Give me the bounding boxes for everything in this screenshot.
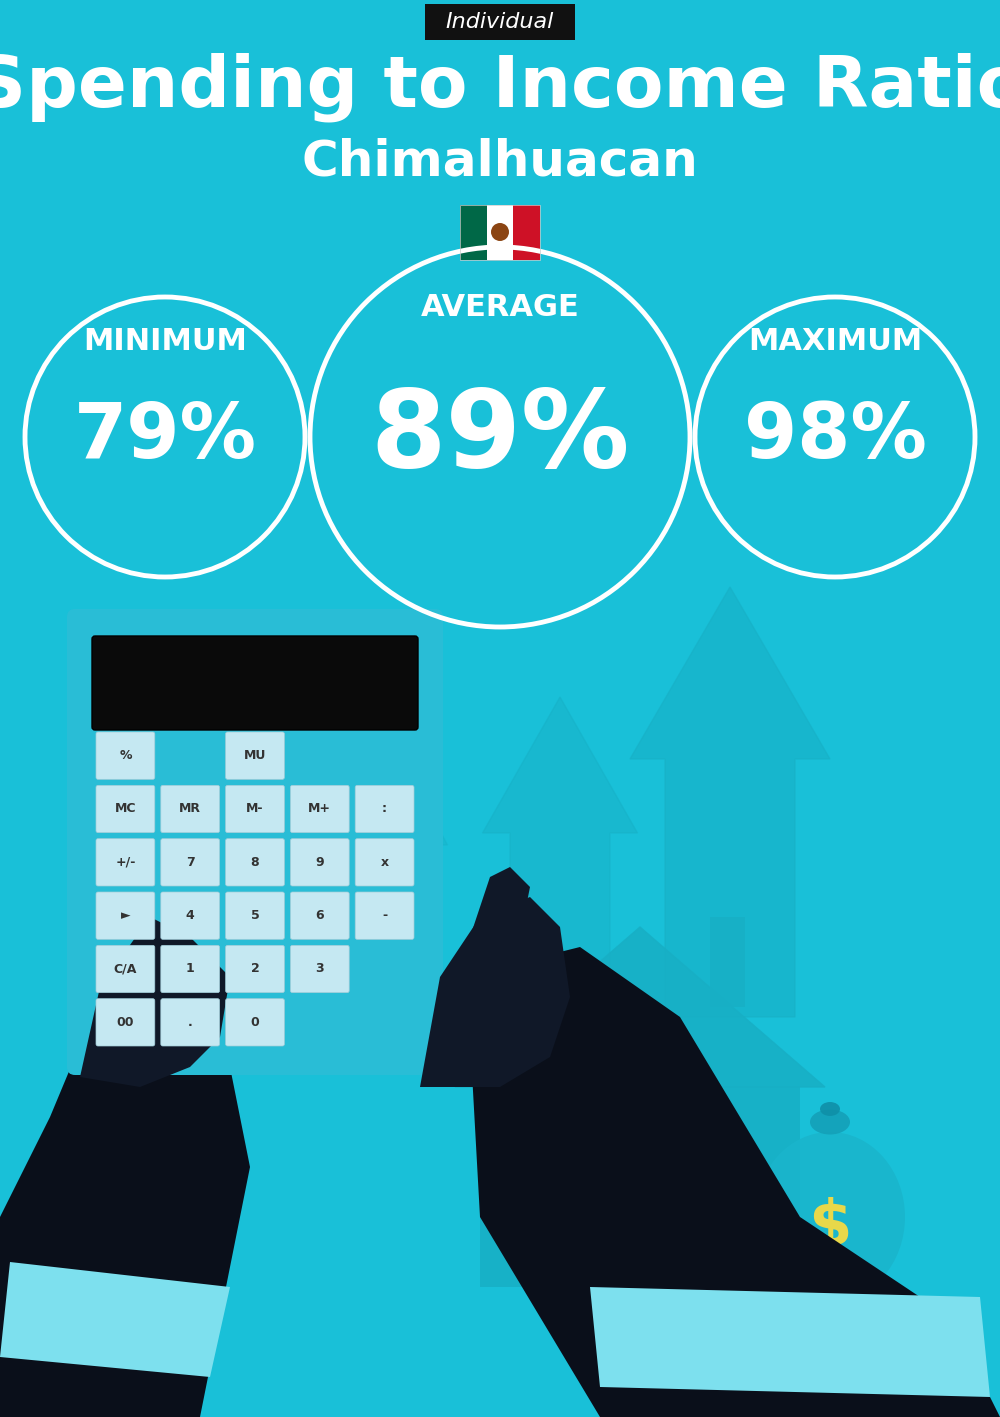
FancyBboxPatch shape <box>96 999 155 1046</box>
FancyBboxPatch shape <box>161 839 220 886</box>
FancyBboxPatch shape <box>92 636 418 730</box>
FancyBboxPatch shape <box>226 785 284 833</box>
Polygon shape <box>455 927 825 1087</box>
FancyBboxPatch shape <box>67 609 443 1076</box>
Text: 6: 6 <box>315 910 324 922</box>
Bar <box>545 1255 690 1270</box>
Bar <box>487 204 513 259</box>
FancyBboxPatch shape <box>355 891 414 939</box>
FancyBboxPatch shape <box>226 733 284 779</box>
Text: 7: 7 <box>186 856 195 869</box>
Text: C/A: C/A <box>114 962 137 975</box>
Ellipse shape <box>810 1110 850 1135</box>
Text: MAXIMUM: MAXIMUM <box>748 327 922 357</box>
FancyBboxPatch shape <box>290 785 349 833</box>
Text: 4: 4 <box>186 910 195 922</box>
Text: $: $ <box>696 1231 724 1272</box>
Text: M+: M+ <box>308 802 331 816</box>
Text: +/-: +/- <box>115 856 136 869</box>
Ellipse shape <box>755 1132 905 1302</box>
Ellipse shape <box>696 1178 724 1196</box>
FancyBboxPatch shape <box>161 891 220 939</box>
FancyBboxPatch shape <box>96 733 155 779</box>
Text: 2: 2 <box>251 962 259 975</box>
Polygon shape <box>482 697 638 1037</box>
FancyBboxPatch shape <box>226 839 284 886</box>
Text: :: : <box>382 802 387 816</box>
FancyBboxPatch shape <box>226 999 284 1046</box>
Text: M-: M- <box>246 802 264 816</box>
Text: 79%: 79% <box>74 400 256 475</box>
FancyBboxPatch shape <box>355 839 414 886</box>
Text: -: - <box>382 910 387 922</box>
Text: AVERAGE: AVERAGE <box>421 292 579 322</box>
Polygon shape <box>332 737 448 1007</box>
Text: Individual: Individual <box>446 11 554 33</box>
FancyBboxPatch shape <box>355 785 414 833</box>
Text: 0: 0 <box>251 1016 259 1029</box>
Text: $: $ <box>808 1197 852 1257</box>
FancyBboxPatch shape <box>161 999 220 1046</box>
Bar <box>460 204 540 259</box>
Polygon shape <box>0 966 250 1417</box>
Text: x: x <box>381 856 389 869</box>
Text: 9: 9 <box>315 856 324 869</box>
FancyBboxPatch shape <box>161 945 220 993</box>
FancyBboxPatch shape <box>96 945 155 993</box>
Text: Spending to Income Ratio: Spending to Income Ratio <box>0 52 1000 122</box>
Text: MINIMUM: MINIMUM <box>83 327 247 357</box>
FancyBboxPatch shape <box>226 945 284 993</box>
Text: 1: 1 <box>186 962 195 975</box>
Text: MR: MR <box>179 802 201 816</box>
Text: Chimalhuacan: Chimalhuacan <box>302 137 698 186</box>
Bar <box>545 1202 690 1214</box>
Text: %: % <box>119 750 132 762</box>
Polygon shape <box>80 917 230 1087</box>
Polygon shape <box>420 897 570 1087</box>
Bar <box>608 1158 672 1287</box>
Text: .: . <box>188 1016 193 1029</box>
Text: 98%: 98% <box>744 400 926 475</box>
Bar <box>545 1166 690 1179</box>
Circle shape <box>491 222 509 241</box>
FancyBboxPatch shape <box>96 891 155 939</box>
Bar <box>545 1238 690 1251</box>
FancyBboxPatch shape <box>425 4 575 40</box>
Text: MC: MC <box>115 802 136 816</box>
Polygon shape <box>470 947 1000 1417</box>
Text: ►: ► <box>121 910 130 922</box>
Bar <box>710 917 745 1007</box>
Text: 3: 3 <box>315 962 324 975</box>
FancyBboxPatch shape <box>290 839 349 886</box>
FancyBboxPatch shape <box>290 891 349 939</box>
Bar <box>545 1220 690 1233</box>
FancyBboxPatch shape <box>161 785 220 833</box>
Text: MU: MU <box>244 750 266 762</box>
Bar <box>545 1274 690 1287</box>
Bar <box>460 204 487 259</box>
Text: 8: 8 <box>251 856 259 869</box>
Ellipse shape <box>820 1102 840 1117</box>
FancyBboxPatch shape <box>226 891 284 939</box>
Bar <box>480 1087 800 1287</box>
Polygon shape <box>0 1263 230 1377</box>
Text: 00: 00 <box>117 1016 134 1029</box>
Bar <box>513 204 540 259</box>
Polygon shape <box>590 1287 990 1397</box>
FancyBboxPatch shape <box>96 839 155 886</box>
Bar <box>545 1185 690 1197</box>
Polygon shape <box>470 867 530 956</box>
Text: 5: 5 <box>251 910 259 922</box>
Text: 89%: 89% <box>370 384 630 490</box>
Ellipse shape <box>660 1189 760 1305</box>
FancyBboxPatch shape <box>290 945 349 993</box>
FancyBboxPatch shape <box>96 785 155 833</box>
Polygon shape <box>630 587 830 1017</box>
